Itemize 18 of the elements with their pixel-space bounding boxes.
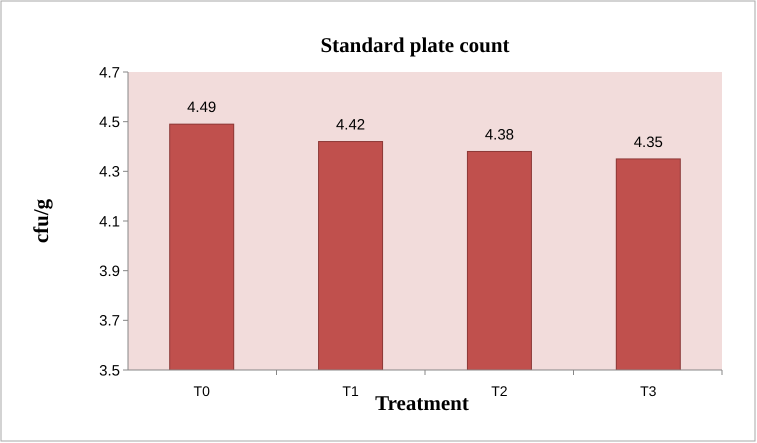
x-tick-label: T1 — [342, 383, 359, 399]
y-tick-label: 4.5 — [99, 114, 120, 131]
x-axis-title: Treatment — [375, 391, 469, 415]
data-label: 4.49 — [187, 99, 216, 116]
data-label: 4.35 — [634, 134, 663, 151]
x-tick-label: T2 — [491, 383, 508, 399]
y-tick-label: 3.5 — [99, 362, 120, 380]
y-tick-label: 3.7 — [99, 312, 120, 330]
y-axis-title: cfu/g — [29, 198, 53, 244]
x-tick-label: T3 — [640, 383, 657, 399]
x-tick-label: T0 — [194, 383, 210, 399]
y-tick-label: 4.7 — [99, 64, 120, 82]
y-tick-label: 4.1 — [99, 213, 120, 230]
data-label: 4.42 — [336, 116, 366, 134]
y-tick-label: 3.9 — [99, 262, 120, 280]
data-label: 4.38 — [484, 126, 514, 144]
chart-title: Standard plate count — [320, 33, 510, 57]
y-tick-label: 4.3 — [99, 164, 120, 181]
